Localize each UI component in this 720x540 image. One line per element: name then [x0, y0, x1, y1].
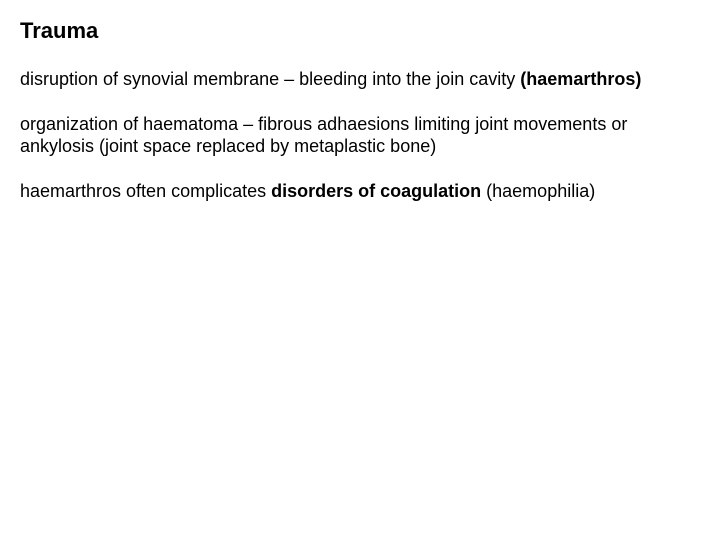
document-page: Trauma disruption of synovial membrane –…	[0, 0, 720, 540]
p3-text-bold: disorders of coagulation	[271, 181, 481, 201]
p3-text-after: (haemophilia)	[481, 181, 595, 201]
page-title: Trauma	[20, 18, 700, 44]
p1-text-before: disruption of synovial membrane – bleedi…	[20, 69, 520, 89]
p1-text-bold: (haemarthros)	[520, 69, 641, 89]
p3-text-before: haemarthros often complicates	[20, 181, 271, 201]
paragraph-1: disruption of synovial membrane – bleedi…	[20, 68, 700, 91]
paragraph-3: haemarthros often complicates disorders …	[20, 180, 700, 203]
paragraph-2: organization of haematoma – fibrous adha…	[20, 113, 700, 158]
